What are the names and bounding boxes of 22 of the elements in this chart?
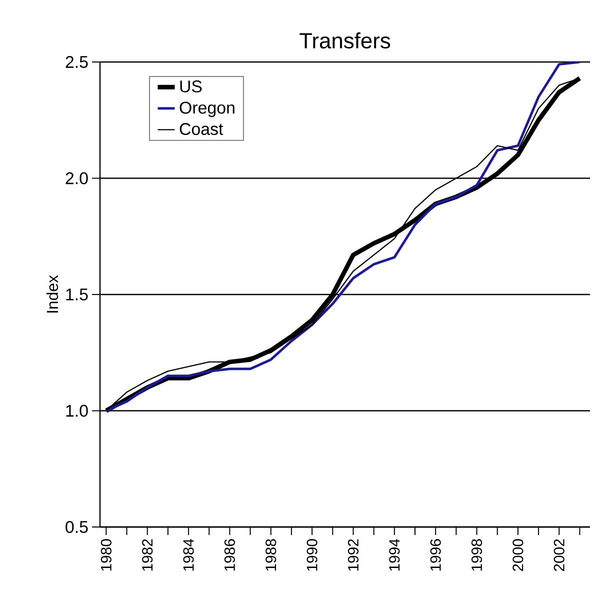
x-tick-label: 1982 [142, 539, 153, 571]
x-tick-label: 1984 [183, 538, 194, 571]
x-tick-label: 1988 [266, 539, 276, 571]
x-tick-label: 1994 [389, 538, 400, 571]
y-tick-label: 1.5 [66, 288, 88, 300]
x-tick-label: 1996 [430, 539, 441, 571]
x-tick-label: 2000 [512, 539, 524, 572]
x-tick-label: 1980 [100, 539, 112, 571]
y-tick-label: 2.0 [66, 172, 88, 184]
y-tick-label: 0.5 [66, 520, 88, 533]
y-axis-title: Index [46, 275, 58, 313]
legend-label: Coast [180, 123, 224, 136]
x-tick-label: 1998 [471, 539, 482, 571]
y-tick-label: 2.5 [66, 56, 88, 68]
x-tick-label: 2002 [554, 539, 564, 572]
y-tick-label: 1.0 [66, 404, 88, 417]
x-tick-label: 1992 [348, 539, 359, 571]
x-tick-label: 1990 [306, 539, 318, 571]
x-tick-label: 1986 [224, 539, 235, 571]
chart-title: Transfers [300, 32, 390, 48]
legend-label: Oregon [180, 102, 234, 118]
legend-label: US [180, 80, 202, 92]
